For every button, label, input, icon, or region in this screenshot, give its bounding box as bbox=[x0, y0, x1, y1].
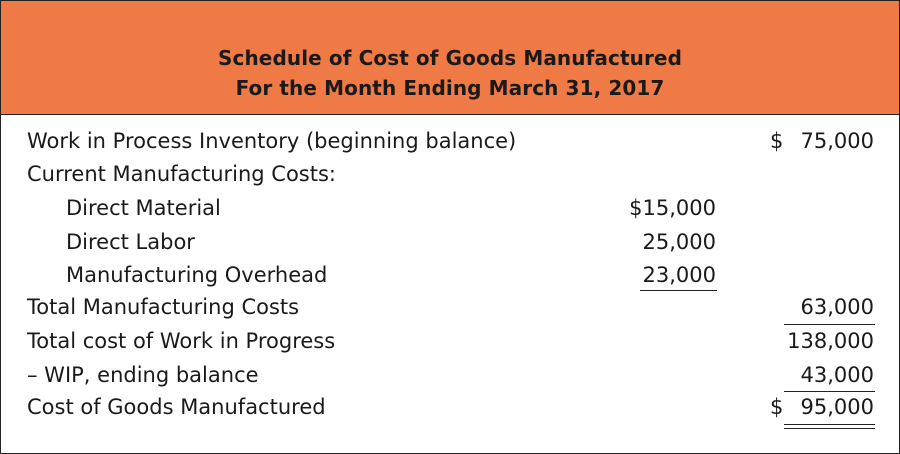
row-label: Work in Process Inventory (beginning bal… bbox=[27, 129, 517, 153]
row-label: Total Manufacturing Costs bbox=[27, 295, 300, 319]
row-total-value: 95,000 bbox=[800, 395, 874, 419]
row-total-value: 63,000 bbox=[800, 295, 874, 319]
row-label: Total cost of Work in Progress bbox=[27, 329, 336, 353]
row-direct-material: Direct Material $15,000 bbox=[1, 192, 899, 225]
row-label: Cost of Goods Manufactured bbox=[27, 395, 326, 419]
row-total-value: 138,000 bbox=[787, 329, 874, 353]
row-direct-labor: Direct Labor 25,000 bbox=[1, 226, 899, 259]
row-total-value: 43,000 bbox=[800, 363, 874, 387]
row-label: – WIP, ending balance bbox=[27, 363, 259, 387]
total-underline bbox=[784, 324, 875, 325]
row-total-cost-wip: Total cost of Work in Progress 138,000 bbox=[1, 325, 899, 358]
double-underline bbox=[784, 424, 875, 429]
row-label: Manufacturing Overhead bbox=[66, 263, 328, 287]
row-detail-value: $15,000 bbox=[629, 196, 716, 220]
row-total-value: 75,000 bbox=[800, 129, 874, 153]
row-label: Direct Material bbox=[66, 196, 221, 220]
schedule-title: Schedule of Cost of Goods Manufactured bbox=[217, 46, 682, 70]
schedule-subtitle: For the Month Ending March 31, 2017 bbox=[235, 76, 665, 100]
subtotal-underline bbox=[640, 290, 717, 291]
row-current-costs-heading: Current Manufacturing Costs: bbox=[1, 158, 899, 191]
row-detail-value: 23,000 bbox=[642, 263, 716, 287]
row-manufacturing-overhead: Manufacturing Overhead 23,000 bbox=[1, 259, 899, 292]
dollar-sign: $ bbox=[770, 395, 784, 419]
row-total-manufacturing-costs: Total Manufacturing Costs 63,000 bbox=[1, 291, 899, 324]
table-header: Schedule of Cost of Goods Manufactured F… bbox=[1, 1, 899, 115]
row-detail-value: 25,000 bbox=[642, 230, 716, 254]
row-wip-ending: – WIP, ending balance 43,000 bbox=[1, 359, 899, 392]
row-wip-beginning: Work in Process Inventory (beginning bal… bbox=[1, 125, 899, 158]
row-label: Current Manufacturing Costs: bbox=[27, 162, 336, 186]
row-label: Direct Labor bbox=[66, 230, 195, 254]
row-cost-of-goods-manufactured: Cost of Goods Manufactured $ 95,000 bbox=[1, 391, 899, 424]
total-underline bbox=[784, 391, 875, 392]
dollar-sign: $ bbox=[770, 129, 784, 153]
